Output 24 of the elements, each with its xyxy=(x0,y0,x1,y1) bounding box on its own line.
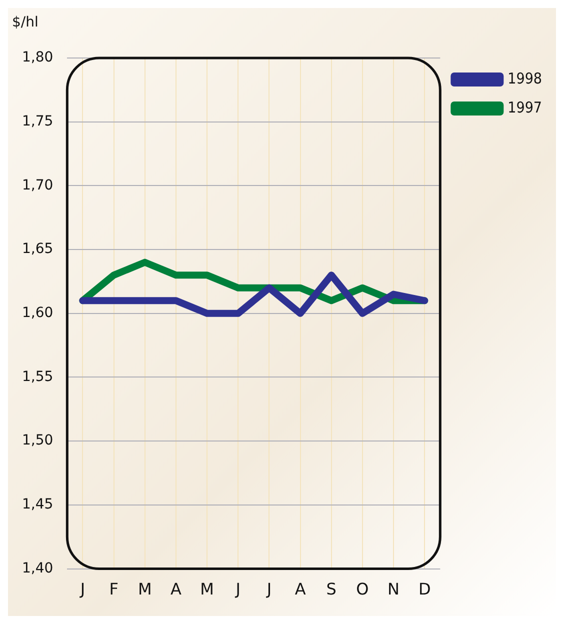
y-tick-label: 1,50 xyxy=(22,432,54,449)
y-axis-title: $/hl xyxy=(12,14,38,31)
x-tick-label: F xyxy=(109,580,118,599)
x-tick-label: M xyxy=(200,580,214,599)
legend-label: 1998 xyxy=(508,69,542,88)
y-tick-label: 1,55 xyxy=(22,368,54,385)
x-tick-label: J xyxy=(266,580,272,599)
x-tick-label: A xyxy=(294,580,306,599)
legend-label: 1997 xyxy=(508,98,542,116)
y-tick-label: 1,40 xyxy=(22,560,54,576)
y-tick-label: 1,75 xyxy=(22,113,54,130)
x-tick-label: D xyxy=(418,580,431,599)
x-tick-label: S xyxy=(326,580,336,599)
x-tick-label: O xyxy=(356,580,369,599)
x-tick-label: J xyxy=(234,580,240,599)
y-tick-label: 1,45 xyxy=(22,496,54,513)
x-tick-label: J xyxy=(79,580,86,599)
x-tick-label: M xyxy=(138,580,152,599)
y-tick-label: 1,70 xyxy=(22,177,54,194)
x-tick-label: A xyxy=(170,580,182,599)
y-tick-label: 1,60 xyxy=(22,305,54,322)
y-tick-label: 1,80 xyxy=(22,50,54,66)
x-tick-label: N xyxy=(388,580,400,599)
y-tick-label: 1,65 xyxy=(22,241,54,258)
